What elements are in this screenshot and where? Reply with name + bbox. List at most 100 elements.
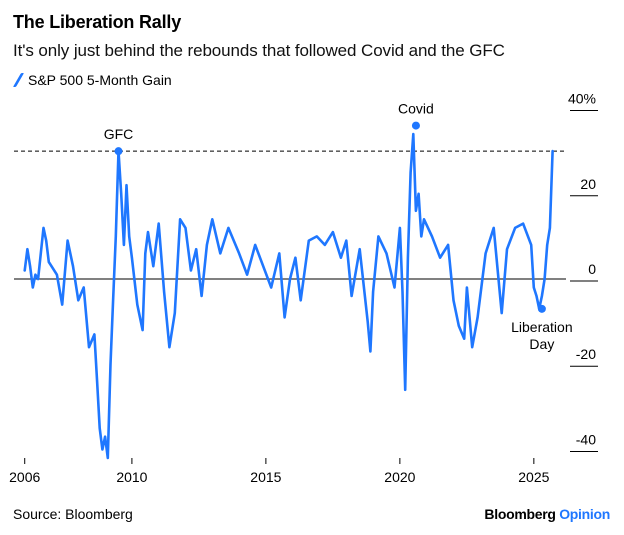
data-point bbox=[93, 333, 96, 336]
data-point bbox=[484, 252, 487, 255]
data-point bbox=[283, 316, 286, 319]
data-point bbox=[106, 457, 109, 459]
data-point bbox=[98, 427, 101, 429]
x-tick-label: 2010 bbox=[116, 469, 147, 485]
data-point bbox=[393, 286, 396, 289]
data-point bbox=[522, 222, 524, 225]
data-point bbox=[82, 286, 85, 289]
data-point bbox=[61, 303, 64, 306]
data-point bbox=[131, 256, 133, 259]
data-point bbox=[458, 325, 460, 327]
data-point bbox=[96, 380, 98, 383]
data-point bbox=[423, 218, 425, 221]
legend: S&P 500 5-Month Gain bbox=[12, 72, 172, 88]
series-line bbox=[23, 132, 554, 460]
data-point bbox=[173, 312, 176, 314]
data-point bbox=[206, 244, 208, 246]
data-point bbox=[492, 227, 495, 229]
data-point bbox=[549, 227, 551, 229]
data-point bbox=[463, 337, 465, 340]
annotation-marker bbox=[114, 147, 123, 156]
brand-logo: Bloomberg Opinion bbox=[484, 506, 610, 522]
data-point bbox=[439, 256, 441, 259]
data-point bbox=[476, 316, 479, 319]
data-point bbox=[227, 227, 230, 229]
data-point bbox=[541, 295, 543, 297]
data-point bbox=[420, 235, 423, 238]
data-point bbox=[123, 244, 125, 246]
data-point bbox=[340, 256, 342, 259]
data-point bbox=[417, 192, 420, 195]
annotation-label: GFC bbox=[104, 126, 134, 142]
data-point bbox=[332, 231, 334, 233]
data-point bbox=[39, 252, 42, 255]
chart-subtitle: It's only just behind the rebounds that … bbox=[13, 41, 505, 60]
data-point bbox=[125, 184, 128, 187]
source-note: Source: Bloomberg bbox=[13, 506, 133, 522]
data-point bbox=[546, 244, 549, 246]
data-point bbox=[294, 256, 297, 259]
data-point bbox=[262, 265, 265, 268]
data-point bbox=[533, 286, 535, 289]
data-point bbox=[56, 273, 58, 276]
data-point bbox=[88, 346, 90, 348]
annotation-marker bbox=[411, 121, 420, 130]
data-point bbox=[466, 286, 468, 289]
x-tick-label: 2020 bbox=[384, 469, 415, 485]
data-point bbox=[109, 363, 112, 366]
x-tick-label: 2015 bbox=[250, 469, 281, 485]
data-point bbox=[29, 265, 31, 268]
data-point bbox=[238, 252, 240, 255]
annotation-label: Liberation bbox=[511, 319, 573, 335]
data-point bbox=[377, 235, 380, 238]
data-point bbox=[452, 299, 455, 302]
data-point bbox=[48, 261, 50, 263]
data-point bbox=[358, 248, 361, 250]
data-point bbox=[147, 231, 149, 233]
brand-product: Opinion bbox=[559, 506, 610, 522]
data-point bbox=[431, 235, 433, 238]
data-point bbox=[141, 329, 144, 331]
data-point bbox=[514, 227, 516, 229]
data-point bbox=[42, 227, 45, 229]
data-point bbox=[315, 235, 318, 238]
data-point bbox=[307, 239, 310, 242]
data-point bbox=[299, 299, 302, 302]
data-point bbox=[350, 295, 353, 297]
data-point bbox=[157, 222, 160, 225]
data-point bbox=[179, 218, 181, 221]
data-point bbox=[211, 218, 214, 221]
brand-name: Bloomberg bbox=[484, 506, 556, 522]
data-point bbox=[500, 312, 503, 314]
data-point bbox=[412, 133, 415, 135]
data-point bbox=[77, 299, 80, 302]
data-point bbox=[404, 389, 407, 391]
data-point bbox=[168, 346, 171, 348]
data-point bbox=[195, 248, 198, 250]
data-point bbox=[45, 239, 47, 242]
data-point bbox=[66, 239, 69, 242]
data-point bbox=[200, 295, 203, 297]
data-point bbox=[289, 278, 291, 280]
data-point bbox=[72, 265, 74, 268]
data-point bbox=[115, 235, 117, 238]
data-point bbox=[34, 273, 37, 276]
data-point bbox=[551, 150, 554, 152]
data-point bbox=[246, 273, 248, 276]
x-tick-label: 2006 bbox=[9, 469, 40, 485]
data-point bbox=[401, 290, 404, 293]
data-point bbox=[152, 265, 155, 268]
data-point bbox=[136, 303, 139, 306]
data-point bbox=[409, 171, 412, 174]
data-point bbox=[190, 269, 192, 272]
data-point bbox=[23, 269, 26, 272]
data-point bbox=[471, 346, 474, 348]
annotation-label-line2: Day bbox=[529, 336, 554, 352]
data-point bbox=[50, 265, 53, 268]
data-point bbox=[26, 248, 29, 250]
y-tick-label: 20 bbox=[580, 176, 596, 192]
data-point bbox=[324, 244, 326, 246]
data-point bbox=[112, 299, 114, 302]
data-point bbox=[366, 320, 369, 323]
annotation-label: Covid bbox=[398, 101, 434, 117]
